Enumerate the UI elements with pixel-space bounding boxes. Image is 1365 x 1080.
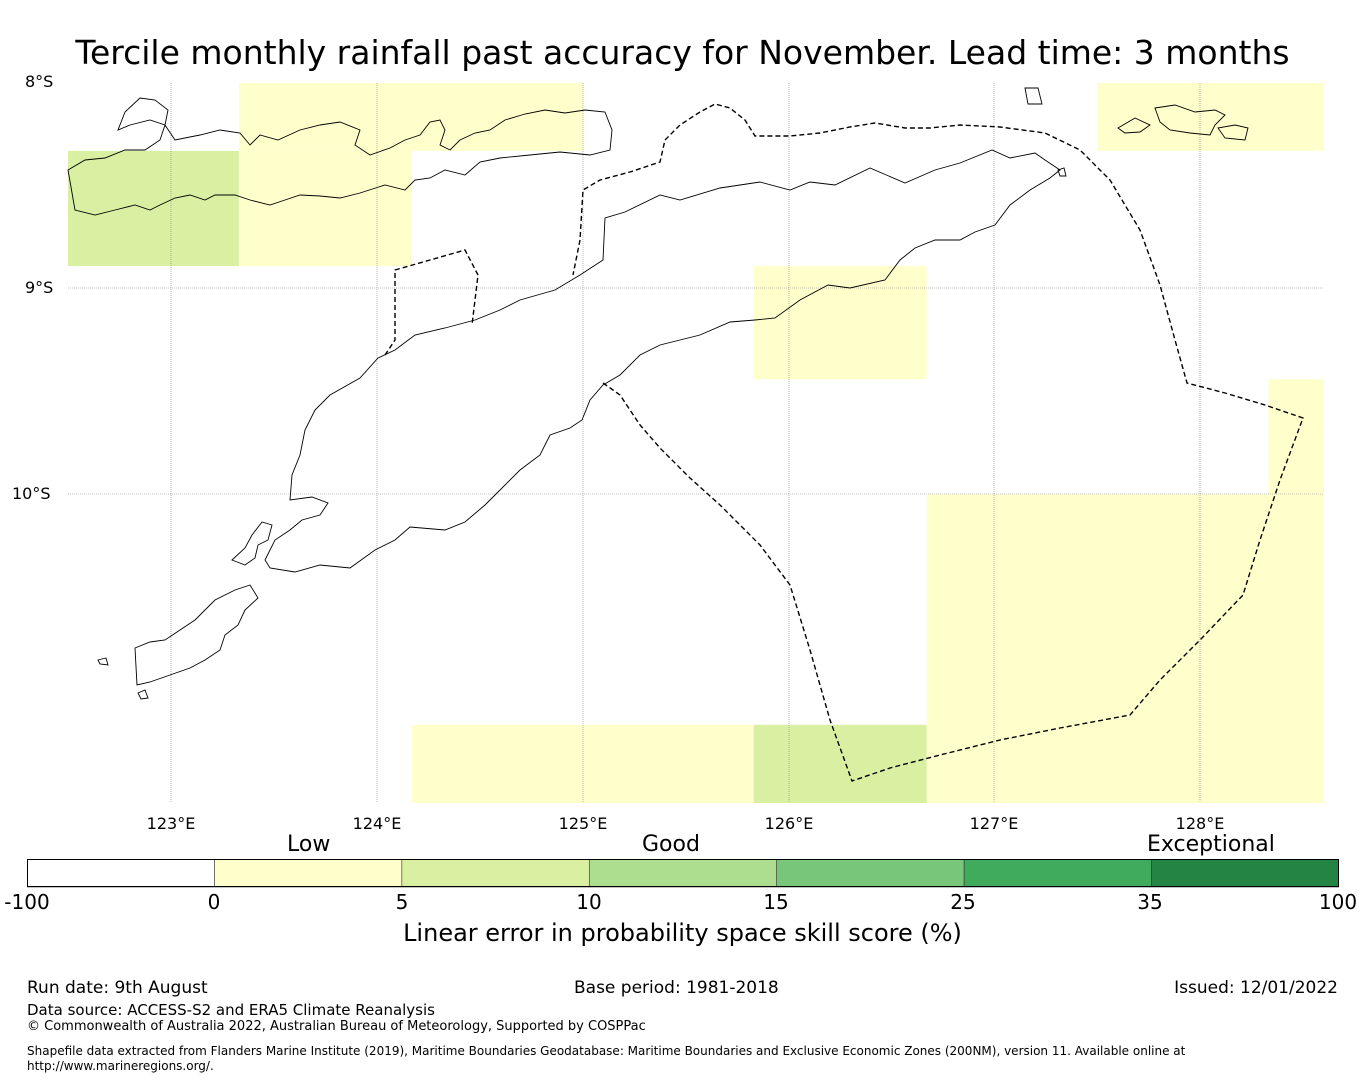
lon-label-124e: 124°E bbox=[352, 814, 402, 833]
colorbar-segment-4 bbox=[776, 859, 965, 888]
colorbar-segment-3 bbox=[588, 859, 778, 888]
graticule bbox=[68, 83, 1324, 803]
colorbar-tick: 0 bbox=[207, 890, 221, 914]
rote-island bbox=[231, 521, 273, 566]
colorbar-tick: -100 bbox=[4, 890, 50, 914]
run-date: Run date: 9th August bbox=[27, 978, 208, 998]
colorbar-title: Linear error in probability space skill … bbox=[403, 919, 962, 947]
timor-island bbox=[264, 149, 1061, 573]
map-title: Tercile monthly rainfall past accuracy f… bbox=[75, 33, 1290, 72]
coastlines bbox=[67, 87, 1249, 700]
colorbar-segment-1 bbox=[214, 859, 403, 888]
skill-cell-3 bbox=[238, 150, 412, 267]
colorbar-tick: 5 bbox=[395, 890, 409, 914]
lon-label-125e: 125°E bbox=[558, 814, 608, 833]
oecusse-boundary bbox=[384, 249, 479, 356]
shapefile-credit: Shapefile data extracted from Flanders M… bbox=[27, 1044, 1186, 1058]
skill-cell-7 bbox=[926, 494, 1324, 803]
atauro-island bbox=[1024, 87, 1043, 105]
wetar-island bbox=[1117, 117, 1151, 134]
eez-boundary-east bbox=[572, 103, 1304, 782]
jaco-islet bbox=[1057, 167, 1067, 177]
colorbar-segment-0 bbox=[27, 859, 215, 888]
shapefile-url: http://www.marineregions.org/. bbox=[27, 1059, 214, 1073]
lon-label-127e: 127°E bbox=[969, 814, 1019, 833]
lat-label-8s: 8°S bbox=[25, 72, 54, 91]
lon-label-126e: 126°E bbox=[764, 814, 814, 833]
skill-cell-0 bbox=[238, 83, 412, 151]
rainfall-skill-map bbox=[67, 83, 1324, 803]
colorbar-group-low: Low bbox=[287, 832, 331, 857]
issued-date: Issued: 12/01/2022 bbox=[1174, 978, 1338, 998]
maritime-boundaries bbox=[384, 103, 1304, 782]
lat-label-10s: 10°S bbox=[12, 484, 51, 503]
colorbar-tick: 25 bbox=[950, 890, 976, 914]
colorbar-tick: 35 bbox=[1137, 890, 1163, 914]
small-island-sw bbox=[97, 657, 109, 666]
skill-cell-9 bbox=[753, 724, 927, 803]
colorbar-border bbox=[27, 859, 1339, 887]
skill-cells bbox=[68, 83, 1324, 803]
copyright-notice: © Commonwealth of Australia 2022, Austra… bbox=[27, 1019, 646, 1034]
skill-cell-4 bbox=[1097, 83, 1324, 151]
colorbar-segment-2 bbox=[401, 859, 590, 888]
sawu-island bbox=[134, 584, 259, 686]
lat-label-9s: 9°S bbox=[25, 278, 54, 297]
colorbar-segment-5 bbox=[963, 859, 1152, 888]
skill-cell-5 bbox=[753, 266, 927, 380]
colorbar-group-good: Good bbox=[642, 832, 700, 857]
colorbar-tick: 15 bbox=[763, 890, 789, 914]
alor-island bbox=[1154, 104, 1226, 136]
colorbar-tick: 10 bbox=[576, 890, 602, 914]
colorbar-group-exceptional: Exceptional bbox=[1147, 832, 1275, 857]
skill-cell-1 bbox=[411, 83, 583, 151]
colorbar-segment-6 bbox=[1151, 859, 1339, 888]
data-source: Data source: ACCESS-S2 and ERA5 Climate … bbox=[27, 1001, 435, 1019]
colorbar bbox=[27, 859, 1339, 888]
flores-island bbox=[67, 97, 613, 216]
lon-label-123e: 123°E bbox=[146, 814, 196, 833]
small-island-s bbox=[137, 689, 149, 700]
base-period: Base period: 1981-2018 bbox=[574, 978, 779, 998]
colorbar-tick: 100 bbox=[1318, 890, 1358, 914]
lon-label-128e: 128°E bbox=[1175, 814, 1225, 833]
small-island-east bbox=[1217, 124, 1249, 141]
